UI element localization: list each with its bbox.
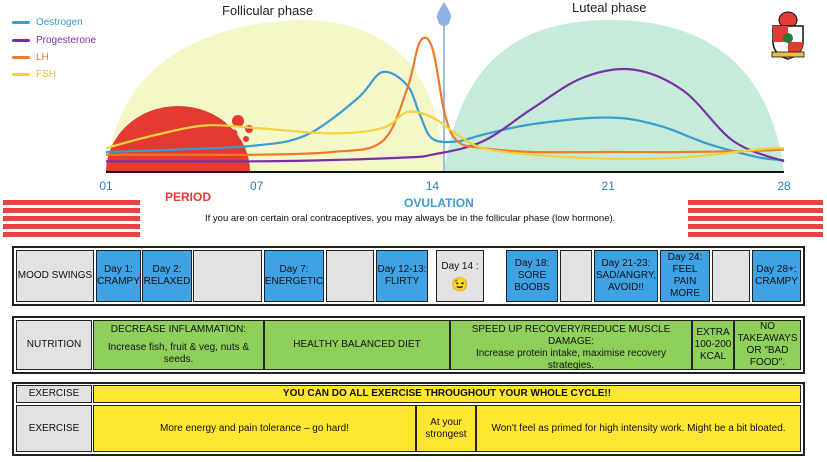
ovulation-drop-icon (436, 2, 452, 26)
mood-cell: Day 2: RELAXED (142, 250, 192, 302)
mood-cell (326, 250, 374, 302)
x-tick-label: 01 (99, 179, 113, 193)
nutrition-cell-takeaways: NO TAKEAWAYS OR "BAD FOOD". (734, 320, 801, 370)
mood-cell: Day 12-13: FLIRTY (376, 250, 428, 302)
series-line-oestrogen (105, 70, 785, 162)
exercise-label-2: EXERCISE (16, 405, 92, 452)
x-tick-label: 21 (602, 179, 616, 193)
nutrition-cell-body: Increase fish, fruit & veg, nuts & seeds… (107, 342, 250, 365)
nutrition-cell-body: Increase protein intake, maximise recove… (475, 348, 667, 371)
mood-cell: Day 24: FEEL PAIN MORE (660, 250, 710, 302)
legend-label: FSH (36, 69, 56, 80)
club-crest-logo (771, 11, 805, 60)
x-tick-label: 28 (777, 179, 791, 193)
mood-swings-label: MOOD SWINGS (16, 250, 94, 302)
exercise-cell-strongest: At your strongest (416, 405, 476, 452)
legend-item: LH (12, 52, 49, 63)
mood-cell-day14: Day 14 : 😉 (436, 250, 484, 302)
x-tick-label: 07 (250, 179, 264, 193)
exercise-cell-bloated: Won't feel as primed for high intensity … (476, 405, 801, 452)
x-tick-label: 14 (426, 179, 440, 193)
luteal-phase-area (444, 20, 784, 172)
nutrition-cell-inflammation: DECREASE INFLAMMATION: Increase fish, fr… (93, 320, 264, 370)
right-stripes (688, 200, 823, 240)
mood-cell-label: Day 14 : (441, 261, 479, 272)
mood-cell (560, 250, 592, 302)
nutrition-cell-title: SPEED UP RECOVERY/REDUCE MUSCLE DAMAGE: (471, 324, 671, 347)
legend-label: Progesterone (36, 35, 97, 46)
series-line-progesterone (106, 67, 785, 163)
hormone-chart: 01 07 14 21 28 (99, 2, 791, 193)
nutrition-label: NUTRITION (16, 320, 92, 370)
legend-item: Progesterone (12, 35, 96, 46)
mood-cell: Day 18: SORE BOOBS (506, 250, 558, 302)
ovulation-label: OVULATION (404, 196, 474, 210)
nutrition-cell-title: DECREASE INFLAMMATION: (110, 324, 247, 335)
legend-swatch-progesterone (12, 39, 30, 42)
exercise-label-1: EXERCISE (16, 385, 92, 403)
exercise-cell-go-hard: More energy and pain tolerance – go hard… (93, 405, 416, 452)
nutrition-cell-kcal: EXTRA 100-200 KCAL (692, 320, 734, 370)
series-line-fsh (105, 110, 785, 160)
legend-item: Oestrogen (12, 17, 83, 28)
mood-cell: Day 28+: CRAMPY (752, 250, 801, 302)
luteal-phase-label: Luteal phase (572, 0, 647, 15)
period-droplet (230, 129, 238, 137)
mood-cell: Day 7: ENERGETIC (264, 250, 324, 302)
legend-item: FSH (12, 69, 56, 80)
contraceptive-note: If you are on certain oral contraceptive… (205, 213, 616, 224)
period-label: PERIOD (165, 190, 212, 204)
nutrition-cell-recovery: SPEED UP RECOVERY/REDUCE MUSCLE DAMAGE: … (450, 320, 692, 371)
mood-cell (712, 250, 750, 302)
follicular-phase-label: Follicular phase (222, 3, 314, 18)
legend-swatch-fsh (12, 73, 30, 76)
period-droplet (245, 125, 253, 133)
legend-label: Oestrogen (36, 17, 83, 28)
mood-cell: Day 1: CRAMPY (96, 250, 141, 302)
mood-cell: Day 21-23: SAD/ANGRY, AVOID!! (594, 250, 658, 302)
legend-swatch-oestrogen (12, 21, 30, 24)
exercise-banner: YOU CAN DO ALL EXERCISE THROUGHOUT YOUR … (93, 385, 801, 403)
wink-emoji-icon: 😉 (451, 276, 469, 292)
mood-cell (193, 250, 262, 302)
period-droplet (243, 136, 249, 142)
series-line-lh (105, 36, 785, 156)
legend-swatch-lh (12, 56, 30, 59)
period-droplet (232, 115, 244, 127)
nutrition-cell-balanced: HEALTHY BALANCED DIET (264, 320, 450, 370)
legend-label: LH (36, 52, 49, 63)
left-stripes (3, 200, 140, 240)
